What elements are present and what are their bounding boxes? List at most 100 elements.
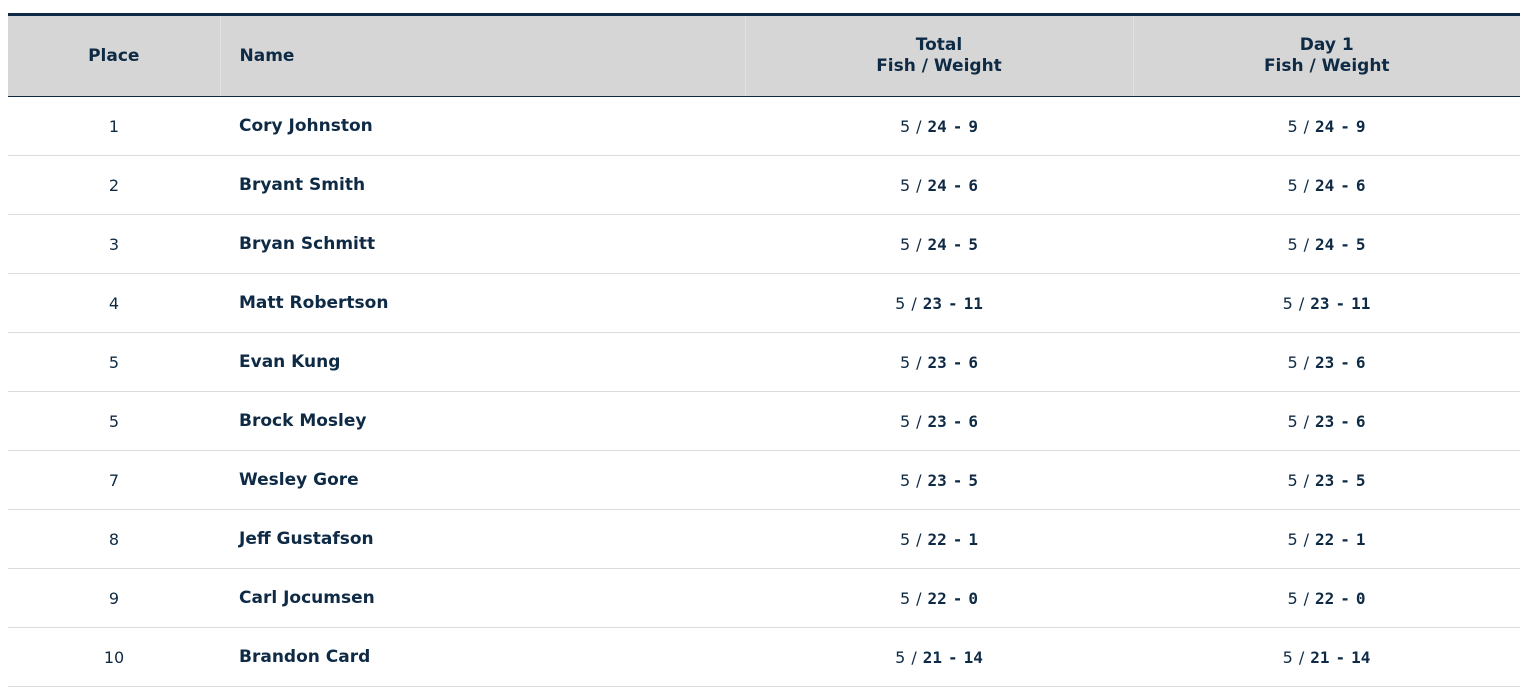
day1-fish-weight: 5/23-11 bbox=[1133, 273, 1520, 333]
separator: - bbox=[952, 116, 963, 136]
separator: - bbox=[1340, 234, 1350, 254]
header-day1: Day 1 Fish / Weight bbox=[1132, 14, 1520, 97]
place: 8 bbox=[8, 509, 220, 569]
ounces: 5 bbox=[1355, 234, 1366, 254]
ounces: 0 bbox=[968, 588, 979, 608]
separator: - bbox=[952, 470, 963, 490]
fish-count: 5 bbox=[895, 293, 906, 313]
angler-name: Bryan Schmitt bbox=[220, 214, 745, 274]
total-fish-weight: 5/24-5 bbox=[745, 214, 1133, 274]
ounces: 9 bbox=[968, 116, 979, 136]
total-fish-weight: 5/23-6 bbox=[745, 391, 1133, 451]
place: 10 bbox=[8, 627, 220, 687]
separator: - bbox=[952, 234, 963, 254]
pounds: 23 bbox=[1315, 352, 1335, 372]
angler-name: Cory Johnston bbox=[220, 96, 745, 156]
result-row: 3 Bryan Schmitt 5/24-5 5/24-5 bbox=[8, 214, 1520, 274]
total-fish-weight: 5/22-1 bbox=[745, 509, 1133, 569]
day1-fish-weight: 5/21-14 bbox=[1133, 627, 1520, 687]
separator: / bbox=[916, 352, 922, 372]
ounces: 5 bbox=[1355, 470, 1366, 490]
pounds: 23 bbox=[1315, 470, 1335, 490]
separator: / bbox=[916, 116, 922, 136]
separator: / bbox=[916, 411, 922, 431]
separator: / bbox=[1303, 470, 1310, 490]
separator: / bbox=[1298, 647, 1305, 667]
pounds: 23 bbox=[922, 293, 942, 313]
place: 2 bbox=[8, 155, 220, 215]
pounds: 23 bbox=[927, 411, 947, 431]
separator: - bbox=[1340, 470, 1350, 490]
day1-fish-weight: 5/23-6 bbox=[1133, 391, 1520, 451]
pounds: 21 bbox=[1310, 647, 1330, 667]
angler-name: Evan Kung bbox=[220, 332, 745, 392]
angler-name: Brock Mosley bbox=[220, 391, 745, 451]
pounds: 24 bbox=[927, 175, 947, 195]
pounds: 23 bbox=[927, 470, 947, 490]
fish-count: 5 bbox=[1287, 175, 1298, 195]
separator: - bbox=[947, 293, 958, 313]
pounds: 22 bbox=[927, 588, 947, 608]
ounces: 1 bbox=[1355, 529, 1366, 549]
pounds: 23 bbox=[1310, 293, 1330, 313]
separator: / bbox=[911, 647, 917, 667]
fish-count: 5 bbox=[899, 175, 911, 195]
separator: - bbox=[1340, 352, 1350, 372]
place: 3 bbox=[8, 214, 220, 274]
separator: - bbox=[947, 647, 958, 667]
total-fish-weight: 5/24-9 bbox=[745, 96, 1133, 156]
angler-name: Wesley Gore bbox=[220, 450, 745, 510]
day1-fish-weight: 5/22-0 bbox=[1133, 568, 1520, 628]
total-fish-weight: 5/22-0 bbox=[745, 568, 1133, 628]
total-fish-weight: 5/21-14 bbox=[745, 627, 1133, 687]
ounces: 11 bbox=[963, 293, 983, 313]
separator: / bbox=[1298, 293, 1305, 313]
fish-count: 5 bbox=[899, 352, 911, 372]
separator: / bbox=[916, 470, 922, 490]
header-line: Day 1 bbox=[1299, 35, 1354, 55]
header-line: Fish / Weight bbox=[1263, 56, 1390, 76]
day1-fish-weight: 5/24-9 bbox=[1133, 96, 1520, 156]
fish-count: 5 bbox=[1287, 588, 1298, 608]
fish-count: 5 bbox=[899, 588, 911, 608]
ounces: 5 bbox=[968, 470, 979, 490]
angler-name: Bryant Smith bbox=[220, 155, 745, 215]
ounces: 6 bbox=[1355, 352, 1366, 372]
ounces: 6 bbox=[968, 175, 979, 195]
separator: - bbox=[1340, 411, 1350, 431]
result-row: 9 Carl Jocumsen 5/22-0 5/22-0 bbox=[8, 568, 1520, 628]
separator: / bbox=[1303, 529, 1310, 549]
fish-count: 5 bbox=[899, 116, 911, 136]
table-header: Place Name Total Fish / Weight Day 1 Fish … bbox=[8, 14, 1520, 97]
day1-fish-weight: 5/23-5 bbox=[1133, 450, 1520, 510]
separator: / bbox=[1303, 175, 1310, 195]
separator: / bbox=[916, 234, 922, 254]
place: 7 bbox=[8, 450, 220, 510]
ounces: 6 bbox=[968, 352, 979, 372]
result-row: 7 Wesley Gore 5/23-5 5/23-5 bbox=[8, 450, 1520, 510]
result-row: 5 Brock Mosley 5/23-6 5/23-6 bbox=[8, 391, 1520, 451]
ounces: 11 bbox=[1351, 293, 1371, 313]
day1-fish-weight: 5/22-1 bbox=[1133, 509, 1520, 569]
separator: / bbox=[1303, 116, 1310, 136]
pounds: 24 bbox=[1315, 116, 1335, 136]
pounds: 24 bbox=[927, 116, 947, 136]
angler-name: Matt Robertson bbox=[220, 273, 745, 333]
fish-count: 5 bbox=[1282, 647, 1293, 667]
fish-count: 5 bbox=[1287, 234, 1298, 254]
table-body: 1 Cory Johnston 5/24-9 5/24-9 2 Bryant Smith 5… bbox=[8, 96, 1520, 687]
angler-name: Jeff Gustafson bbox=[220, 509, 745, 569]
fish-count: 5 bbox=[1287, 529, 1298, 549]
day1-fish-weight: 5/23-6 bbox=[1133, 332, 1520, 392]
place: 5 bbox=[8, 332, 220, 392]
ounces: 6 bbox=[968, 411, 979, 431]
separator: - bbox=[1335, 293, 1346, 313]
separator: - bbox=[952, 529, 963, 549]
angler-name: Carl Jocumsen bbox=[220, 568, 745, 628]
total-fish-weight: 5/23-11 bbox=[745, 273, 1133, 333]
separator: - bbox=[1340, 175, 1350, 195]
fish-count: 5 bbox=[1287, 411, 1298, 431]
separator: - bbox=[952, 352, 963, 372]
separator: - bbox=[1340, 529, 1350, 549]
